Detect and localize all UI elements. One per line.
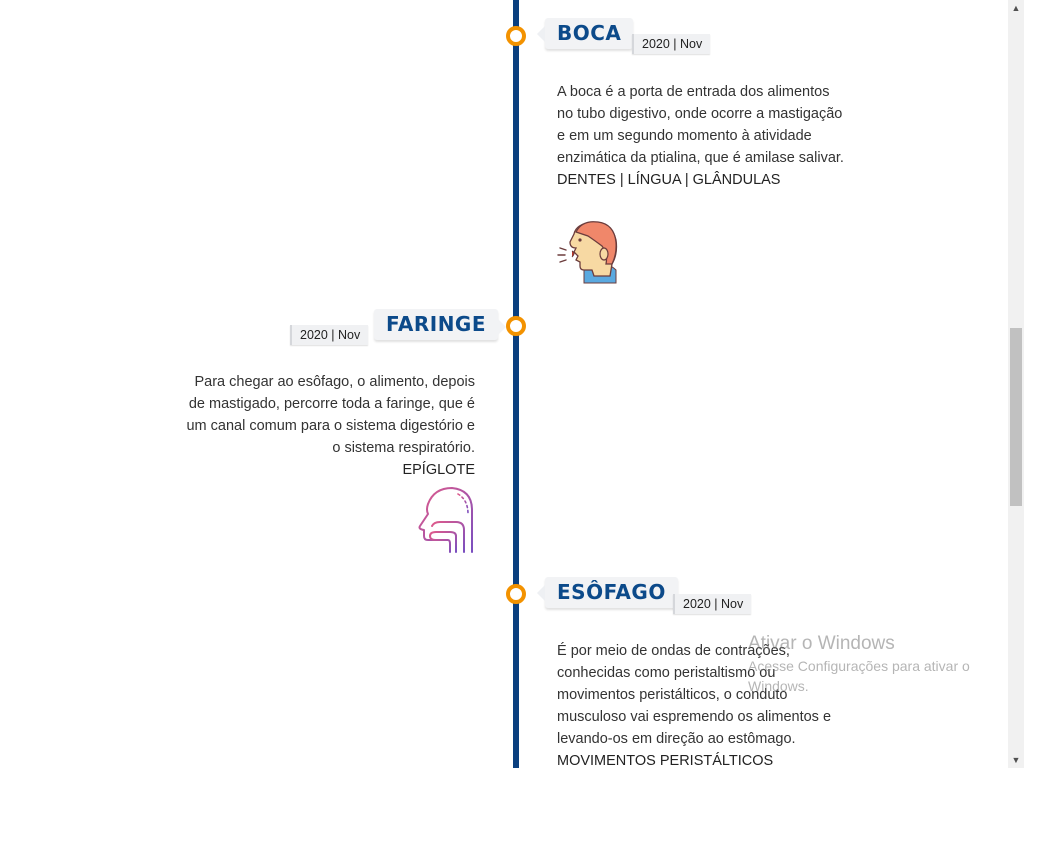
timeline-line [513,0,519,768]
entry-text-boca: A boca é a porta de entrada dos alimento… [557,84,844,166]
scroll-down-arrow-icon[interactable]: ▼ [1011,755,1021,765]
timeline-node-faringe [506,316,526,336]
watermark-subtitle: Acesse Configurações para ativar o Windo… [748,658,970,694]
vertical-scrollbar[interactable]: ▲ ▼ [1008,0,1024,768]
entry-date-boca: 2020 | Nov [632,34,711,54]
entry-description-esofago: É por meio de ondas de contrações, conhe… [557,640,849,768]
entry-tags-faringe: EPÍGLOTE [402,462,475,478]
entry-text-faringe: Para chegar ao esôfago, o alimento, depo… [186,374,475,456]
watermark-title: Ativar o Windows [748,633,895,654]
entry-title-esofago: ESÔFAGO [537,577,678,608]
entry-tags-boca: DENTES | LÍNGUA | GLÂNDULAS [557,172,781,188]
timeline-node-esofago [506,584,526,604]
speaking-head-icon [554,220,620,291]
windows-activation-watermark: Ativar o Windows Acesse Configurações pa… [748,632,998,696]
throat-icon [414,486,476,559]
entry-text-esofago: É por meio de ondas de contrações, conhe… [557,643,832,747]
entry-description-faringe: Para chegar ao esôfago, o alimento, depo… [175,371,475,481]
entry-description-boca: A boca é a porta de entrada dos alimento… [557,81,847,191]
entry-title-boca: BOCA [536,18,634,49]
timeline-viewport: BOCA 2020 | Nov A boca é a porta de entr… [175,0,998,768]
entry-date-esofago: 2020 | Nov [673,594,752,614]
entry-date-faringe: 2020 | Nov [290,325,369,345]
scroll-up-arrow-icon[interactable]: ▲ [1011,3,1021,13]
timeline-node-boca [506,26,526,46]
entry-tags-esofago: MOVIMENTOS PERISTÁLTICOS [557,753,774,768]
entry-title-faringe: FARINGE [374,309,507,340]
scrollbar-thumb[interactable] [1010,328,1022,506]
